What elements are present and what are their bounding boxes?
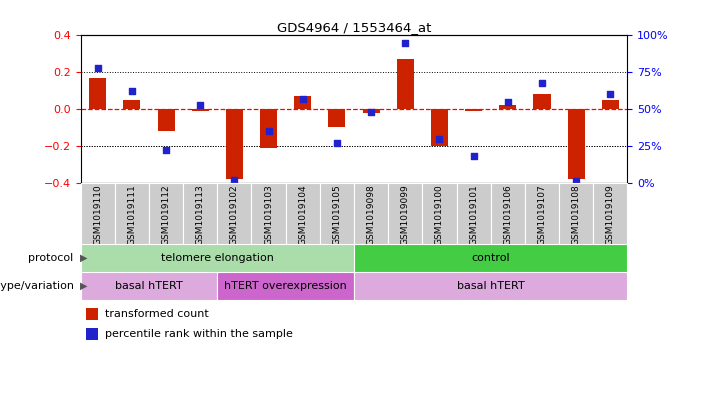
Point xyxy=(263,128,274,134)
FancyBboxPatch shape xyxy=(149,183,183,244)
FancyBboxPatch shape xyxy=(81,183,115,244)
Text: GSM1019109: GSM1019109 xyxy=(606,185,615,245)
Title: GDS4964 / 1553464_at: GDS4964 / 1553464_at xyxy=(277,21,431,34)
FancyBboxPatch shape xyxy=(525,183,559,244)
Text: GSM1019113: GSM1019113 xyxy=(196,185,205,245)
Point xyxy=(434,135,445,141)
Bar xyxy=(86,328,98,340)
Bar xyxy=(81,244,354,272)
Bar xyxy=(397,59,414,109)
Bar xyxy=(465,109,482,111)
Text: basal hTERT: basal hTERT xyxy=(457,281,524,291)
Text: genotype/variation: genotype/variation xyxy=(0,281,77,291)
Point xyxy=(229,176,240,183)
Point xyxy=(126,88,137,94)
Text: GSM1019107: GSM1019107 xyxy=(538,185,547,245)
Point xyxy=(502,99,513,105)
Bar xyxy=(354,272,627,300)
Bar xyxy=(601,100,619,109)
Bar xyxy=(354,244,627,272)
Bar xyxy=(568,109,585,179)
Point xyxy=(468,153,479,159)
Bar xyxy=(328,109,346,127)
Bar xyxy=(81,272,217,300)
FancyBboxPatch shape xyxy=(320,183,354,244)
Text: GSM1019102: GSM1019102 xyxy=(230,185,239,245)
Bar xyxy=(533,94,550,109)
FancyBboxPatch shape xyxy=(217,183,252,244)
Point xyxy=(297,95,308,102)
Point xyxy=(161,147,172,153)
Text: GSM1019108: GSM1019108 xyxy=(571,185,580,245)
FancyBboxPatch shape xyxy=(286,183,320,244)
Bar xyxy=(158,109,175,131)
Bar xyxy=(431,109,448,146)
Text: basal hTERT: basal hTERT xyxy=(115,281,183,291)
Point xyxy=(332,140,343,146)
Text: ▶: ▶ xyxy=(80,253,88,263)
Bar xyxy=(86,308,98,320)
Point xyxy=(571,178,582,184)
Bar xyxy=(191,109,209,111)
Bar xyxy=(499,105,517,109)
Bar xyxy=(226,109,243,179)
Text: ▶: ▶ xyxy=(80,281,88,291)
Text: GSM1019105: GSM1019105 xyxy=(332,185,341,245)
FancyBboxPatch shape xyxy=(559,183,593,244)
Text: GSM1019100: GSM1019100 xyxy=(435,185,444,245)
Bar xyxy=(123,100,140,109)
Text: GSM1019110: GSM1019110 xyxy=(93,185,102,245)
Text: GSM1019099: GSM1019099 xyxy=(401,185,410,245)
FancyBboxPatch shape xyxy=(115,183,149,244)
FancyBboxPatch shape xyxy=(422,183,456,244)
FancyBboxPatch shape xyxy=(388,183,422,244)
FancyBboxPatch shape xyxy=(354,183,388,244)
Text: GSM1019104: GSM1019104 xyxy=(298,185,307,245)
FancyBboxPatch shape xyxy=(252,183,286,244)
Text: GSM1019103: GSM1019103 xyxy=(264,185,273,245)
Point xyxy=(92,64,103,71)
Text: transformed count: transformed count xyxy=(105,309,209,320)
Text: GSM1019098: GSM1019098 xyxy=(367,185,376,245)
Point xyxy=(365,109,376,115)
FancyBboxPatch shape xyxy=(183,183,217,244)
Text: hTERT overexpression: hTERT overexpression xyxy=(224,281,347,291)
Point xyxy=(400,40,411,46)
Text: telomere elongation: telomere elongation xyxy=(161,253,274,263)
Bar xyxy=(217,272,354,300)
Bar xyxy=(89,78,107,109)
Text: protocol: protocol xyxy=(28,253,77,263)
FancyBboxPatch shape xyxy=(456,183,491,244)
Bar xyxy=(294,96,311,109)
Bar xyxy=(362,109,380,113)
Text: percentile rank within the sample: percentile rank within the sample xyxy=(105,329,293,339)
Bar xyxy=(260,109,277,148)
Text: GSM1019101: GSM1019101 xyxy=(469,185,478,245)
Point xyxy=(195,101,206,108)
Text: GSM1019106: GSM1019106 xyxy=(503,185,512,245)
Point xyxy=(605,91,616,97)
FancyBboxPatch shape xyxy=(593,183,627,244)
Point xyxy=(536,79,547,86)
Text: GSM1019112: GSM1019112 xyxy=(161,185,170,245)
Text: control: control xyxy=(471,253,510,263)
FancyBboxPatch shape xyxy=(491,183,525,244)
Text: GSM1019111: GSM1019111 xyxy=(128,185,137,245)
